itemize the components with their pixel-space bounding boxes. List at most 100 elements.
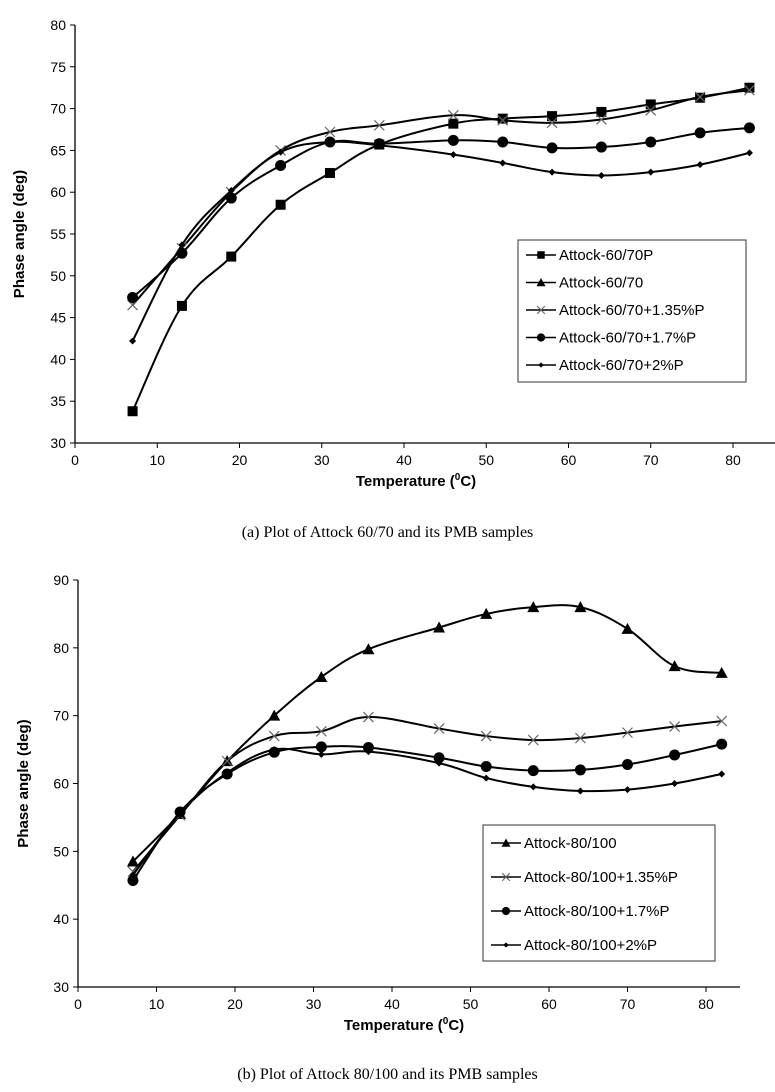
legend-label: Attock-80/100+2%P bbox=[524, 937, 657, 954]
marker-diamond bbox=[745, 149, 753, 157]
x-tick-label: 50 bbox=[478, 452, 494, 468]
marker-circle bbox=[127, 875, 139, 887]
marker-x bbox=[480, 730, 492, 742]
marker-circle bbox=[275, 159, 287, 171]
marker-x bbox=[595, 114, 607, 125]
x-tick-label: 40 bbox=[384, 996, 400, 1012]
caption-b: (b) Plot of Attock 80/100 and its PMB sa… bbox=[237, 1066, 538, 1083]
x-tick-label: 60 bbox=[541, 996, 557, 1012]
marker-triangle bbox=[527, 601, 540, 613]
marker-circle bbox=[447, 134, 459, 146]
marker-circle bbox=[669, 749, 681, 761]
marker-x bbox=[373, 119, 385, 131]
caption-a: (a) Plot of Attock 60/70 and its PMB sam… bbox=[241, 524, 534, 541]
marker-square bbox=[127, 406, 138, 417]
series-attock-60-70-2-p bbox=[129, 138, 753, 345]
legend-box bbox=[482, 824, 716, 962]
y-tick-label: 35 bbox=[50, 393, 66, 409]
marker-diamond bbox=[375, 141, 383, 149]
marker-x bbox=[363, 711, 374, 723]
y-tick-label: 55 bbox=[50, 226, 66, 242]
marker-circle bbox=[480, 761, 492, 773]
x-axis-label: Temperature (0C) bbox=[356, 472, 476, 490]
marker-triangle bbox=[668, 660, 681, 672]
y-axis-label: Phase angle (deg) bbox=[15, 719, 32, 847]
y-tick-label: 50 bbox=[50, 268, 66, 284]
marker-x bbox=[716, 715, 728, 727]
marker-circle bbox=[546, 142, 558, 154]
marker-diamond bbox=[696, 161, 704, 169]
x-tick-label: 10 bbox=[149, 452, 165, 468]
marker-triangle bbox=[536, 278, 546, 287]
x-tick-label: 80 bbox=[698, 996, 714, 1012]
marker-circle bbox=[433, 752, 445, 764]
x-tick-label: 20 bbox=[227, 996, 243, 1012]
marker-x bbox=[669, 721, 681, 732]
y-tick-label: 30 bbox=[50, 435, 66, 451]
series-attock-80-100-1-35-p bbox=[127, 711, 728, 878]
legend-label: Attock-60/70+1.35%P bbox=[559, 302, 705, 319]
legend-label: Attock-80/100 bbox=[524, 835, 617, 852]
legend-item: Attock-60/70P bbox=[526, 247, 653, 264]
legend-item: Attock-80/100+2%P bbox=[491, 937, 657, 954]
legend-item: Attock-80/100+1.7%P bbox=[491, 903, 670, 920]
marker-triangle bbox=[480, 607, 493, 619]
y-tick-label: 60 bbox=[53, 776, 69, 792]
marker-circle bbox=[527, 765, 539, 777]
marker-circle bbox=[536, 333, 546, 342]
marker-triangle bbox=[315, 671, 328, 683]
marker-diamond bbox=[449, 151, 457, 159]
marker-x bbox=[574, 732, 586, 744]
marker-diamond bbox=[270, 746, 278, 754]
y-tick-label: 30 bbox=[53, 979, 69, 995]
legend-item: Attock-60/70+1.7%P bbox=[526, 330, 696, 347]
x-tick-label: 60 bbox=[561, 452, 577, 468]
marker-diamond bbox=[482, 774, 490, 782]
marker-diamond bbox=[647, 168, 655, 176]
marker-diamond bbox=[326, 138, 334, 146]
marker-square bbox=[547, 111, 558, 122]
y-tick-label: 80 bbox=[53, 640, 69, 656]
marker-diamond bbox=[317, 750, 325, 758]
x-tick-label: 40 bbox=[396, 452, 412, 468]
marker-x bbox=[744, 84, 755, 96]
legend: Attock-80/100 Attock-80/100+1.35%P Attock-… bbox=[482, 824, 716, 962]
marker-circle bbox=[225, 192, 237, 204]
y-tick-label: 70 bbox=[53, 708, 69, 724]
marker-diamond bbox=[671, 780, 679, 787]
x-axis-label: Temperature (0C) bbox=[344, 1016, 464, 1034]
marker-diamond bbox=[435, 759, 443, 767]
marker-circle bbox=[574, 764, 586, 776]
marker-diamond bbox=[178, 241, 186, 249]
marker-square bbox=[596, 106, 607, 117]
y-tick-label: 65 bbox=[50, 142, 66, 158]
series-attock-80-100-2-p bbox=[129, 746, 726, 879]
y-tick-label: 45 bbox=[50, 310, 66, 326]
marker-square bbox=[537, 251, 545, 259]
marker-circle bbox=[622, 759, 633, 771]
marker-diamond bbox=[129, 871, 137, 879]
legend-label: Attock-80/100+1.35%P bbox=[524, 869, 678, 886]
marker-x bbox=[645, 104, 657, 116]
x-tick-label: 80 bbox=[725, 452, 741, 468]
marker-diamond bbox=[129, 337, 137, 345]
marker-x bbox=[433, 723, 445, 734]
legend-item: Attock-60/70+1.35%P bbox=[526, 302, 705, 319]
marker-diamond bbox=[499, 159, 507, 167]
marker-square bbox=[744, 82, 755, 93]
legend-item: Attock-60/70 bbox=[526, 275, 643, 292]
marker-circle bbox=[694, 127, 706, 139]
marker-diamond bbox=[597, 171, 605, 179]
chart-a: 30 35 40 45 50 55 60 65 70 75 80 0 10 20 30 40 50 60 70 80 T… bbox=[11, 17, 775, 490]
marker-x bbox=[622, 727, 633, 739]
marker-triangle bbox=[268, 709, 281, 721]
y-tick-label: 50 bbox=[53, 843, 69, 859]
y-tick-label: 80 bbox=[50, 17, 66, 33]
marker-x bbox=[501, 872, 511, 882]
marker-diamond bbox=[718, 770, 726, 778]
marker-circle bbox=[716, 738, 728, 750]
marker-circle bbox=[362, 742, 374, 754]
marker-x bbox=[536, 305, 546, 315]
y-tick-label: 70 bbox=[50, 101, 66, 117]
marker-x bbox=[497, 114, 509, 126]
